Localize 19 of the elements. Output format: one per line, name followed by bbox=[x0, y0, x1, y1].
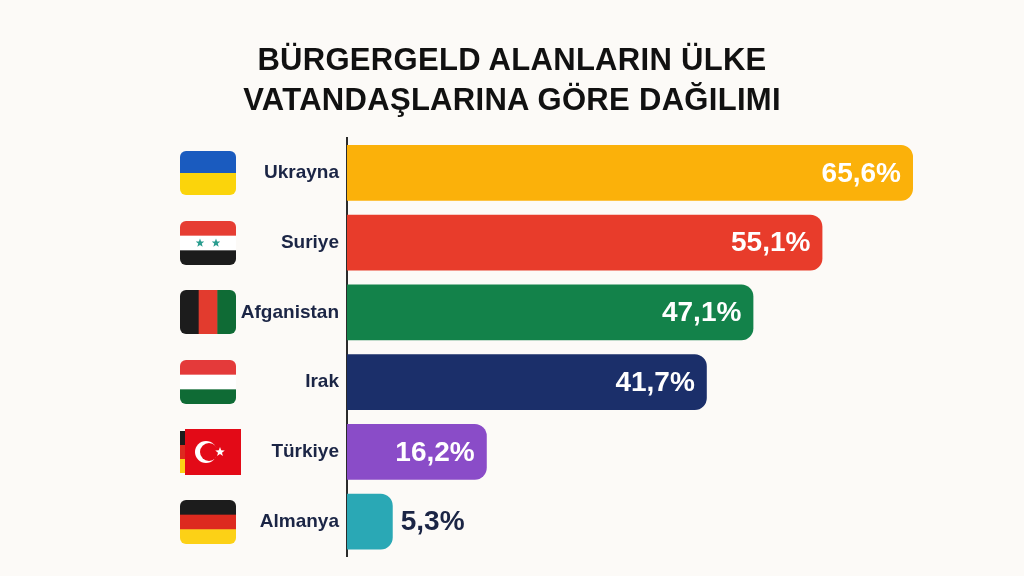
bar bbox=[347, 214, 823, 271]
y-tick-label: Almanya bbox=[259, 509, 340, 531]
y-tick-label: Ukrayna bbox=[264, 161, 340, 183]
data-label: 5,3% bbox=[400, 505, 465, 537]
data-label: 47,1% bbox=[661, 296, 742, 328]
chart-title: BÜRGERGELD ALANLARIN ÜLKE VATANDAŞLARINA GÖRE DAĞILIMI bbox=[242, 41, 782, 119]
bar bbox=[347, 493, 393, 550]
bar bbox=[347, 424, 487, 480]
bar bbox=[347, 144, 913, 201]
data-label: 16,2% bbox=[395, 435, 475, 467]
bar bbox=[347, 284, 754, 341]
y-tick-label: Suriye bbox=[280, 230, 339, 252]
data-label: 65,6% bbox=[821, 156, 902, 188]
y-tick-label: Irak bbox=[305, 370, 340, 392]
bar bbox=[347, 354, 707, 411]
data-label: 55,1% bbox=[731, 226, 811, 258]
data-label: 41,7% bbox=[615, 365, 695, 397]
y-tick-label: Türkiye bbox=[271, 440, 339, 462]
y-tick-label: Afganistan bbox=[240, 300, 339, 322]
